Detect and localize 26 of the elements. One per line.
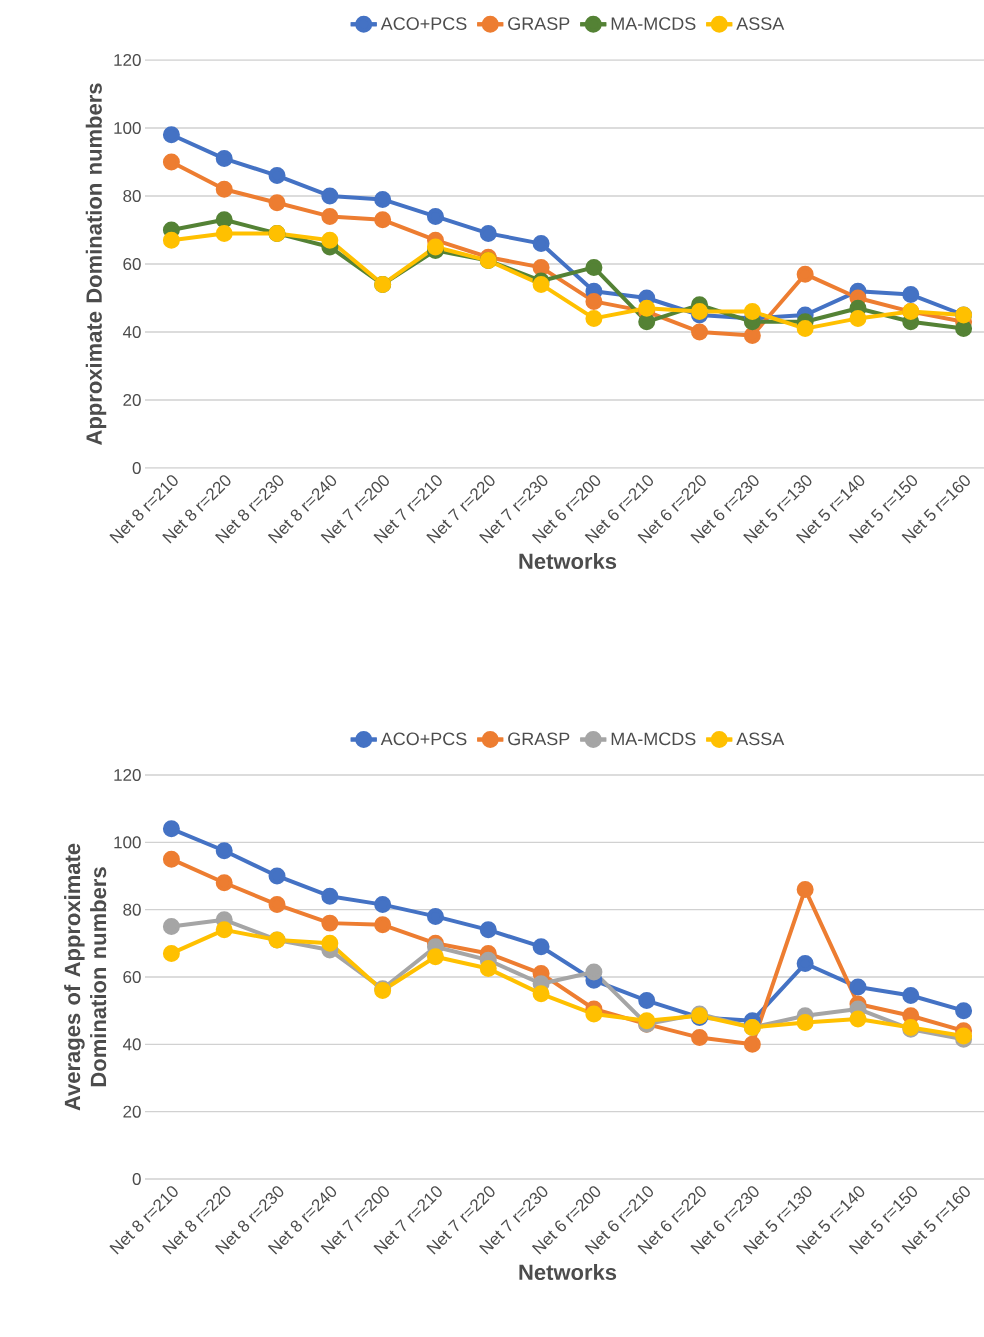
x-axis-title: Networks [519,1263,617,1281]
y-tick-label: 20 [123,393,141,407]
legend-label: MA-MCDS [611,732,696,746]
y-axis-title: Averages of Approximate Domination numbers [64,843,107,1111]
legend-label: GRASP [508,17,570,30]
y-tick-label: 60 [123,257,141,271]
y-tick-label: 20 [123,1105,141,1118]
y-tick-label: 0 [132,461,141,475]
x-axis-title: Networks [519,552,617,570]
legend-label: ACO+PCS [380,732,467,746]
y-tick-label: 40 [122,325,141,339]
legend-label: ASSA [736,732,785,746]
legend-label: ACO+PCS [380,17,467,30]
y-tick-label: 0 [132,1172,141,1186]
y-tick-label: 80 [123,903,141,916]
y-tick-label: 120 [114,768,141,782]
legend-label: GRASP [508,732,570,746]
y-tick-label: 40 [122,1038,141,1051]
y-tick-label: 100 [114,836,141,849]
y-tick-label: 80 [123,189,141,203]
y-tick-label: 60 [123,970,141,984]
legend-label: MA-MCDS [611,17,696,30]
y-tick-label: 100 [114,121,141,135]
legend-label: ASSA [736,17,785,30]
y-axis-title: Approximate Domination numbers [85,83,107,445]
y-tick-label: 120 [114,53,141,67]
